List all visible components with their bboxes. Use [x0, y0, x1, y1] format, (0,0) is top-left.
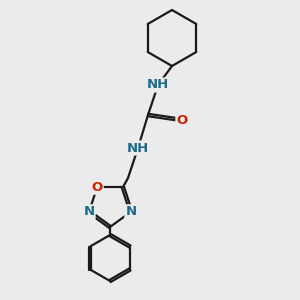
Text: O: O [92, 181, 103, 194]
Text: NH: NH [127, 142, 149, 154]
Text: N: N [125, 205, 136, 218]
Text: O: O [176, 113, 188, 127]
Text: NH: NH [147, 79, 169, 92]
Text: N: N [83, 205, 94, 218]
